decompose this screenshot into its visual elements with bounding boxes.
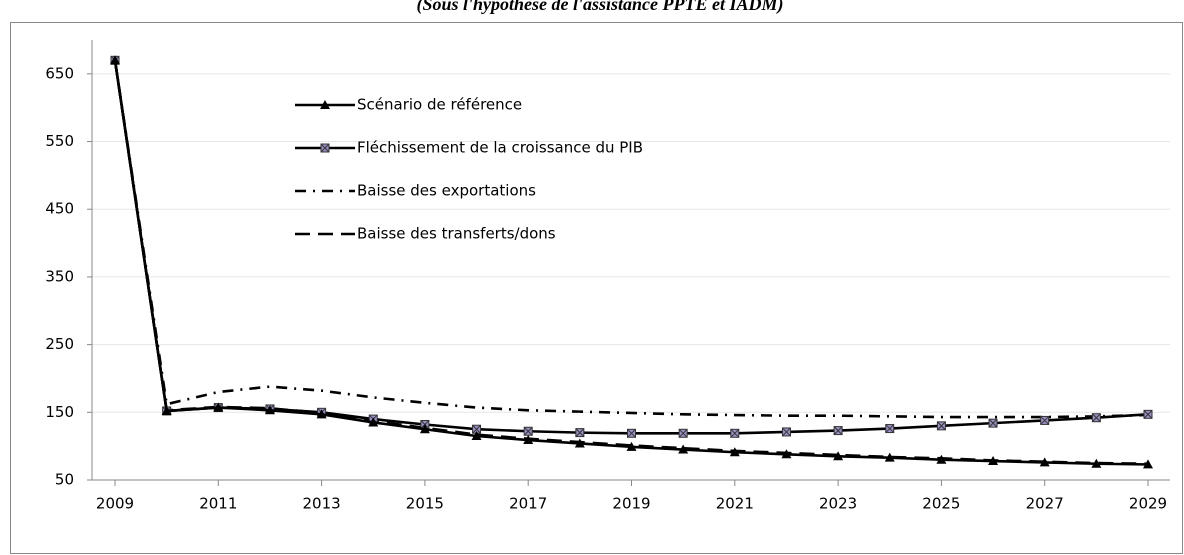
x-tick-label: 2009: [96, 495, 134, 513]
marker-cross: [885, 424, 895, 433]
marker-cross: [730, 428, 740, 438]
data-point: [730, 428, 740, 438]
x-tick-label: 2023: [819, 495, 857, 513]
x-tick-label: 2025: [922, 495, 960, 513]
x-tick-label: 2021: [716, 495, 754, 513]
data-point: [988, 456, 999, 466]
x-tick-label: 2017: [509, 495, 547, 513]
data-point: [884, 452, 895, 462]
marker-cross: [1040, 416, 1050, 425]
marker-cross: [937, 421, 946, 431]
data-point: [471, 431, 482, 440]
y-tick-label: 250: [45, 335, 74, 353]
marker-cross: [523, 426, 533, 436]
marker-cross: [678, 428, 688, 438]
x-tick-label: 2029: [1129, 495, 1167, 513]
data-point: [781, 449, 792, 459]
data-point: [627, 428, 636, 438]
x-tick-label: 2011: [199, 495, 237, 513]
series-line: [113, 60, 1149, 419]
legend-marker: [320, 143, 330, 153]
data-point: [574, 438, 585, 448]
marker-cross: [575, 428, 585, 437]
y-tick-label: 650: [45, 64, 74, 82]
data-point: [936, 454, 947, 464]
data-point: [1039, 457, 1050, 467]
marker-cross: [627, 428, 636, 438]
marker-cross: [782, 427, 791, 437]
x-tick-label: 2015: [406, 495, 444, 513]
x-tick-label: 2027: [1026, 495, 1064, 513]
data-point: [936, 421, 946, 431]
data-point: [729, 447, 740, 457]
y-tick-label: 350: [45, 267, 74, 285]
x-tick-label: 2013: [303, 495, 341, 513]
chart-frame: [10, 22, 1183, 554]
data-point: [213, 402, 224, 412]
data-point: [264, 405, 275, 415]
data-point: [988, 418, 998, 428]
data-point: [833, 451, 844, 461]
y-tick-label: 50: [55, 471, 74, 489]
marker-cross: [833, 426, 843, 435]
data-point: [1143, 409, 1153, 419]
y-tick-label: 550: [45, 132, 74, 150]
chart-title: (Sous l'hypothèse de l'assistance PPTE e…: [416, 0, 783, 15]
x-tick-label: 2019: [612, 495, 650, 513]
y-tick-label: 450: [45, 200, 74, 218]
data-point: [110, 55, 120, 65]
data-point: [678, 428, 688, 438]
data-point: [1091, 458, 1102, 468]
data-point: [885, 424, 895, 434]
legend-marker: [320, 100, 330, 109]
data-point: [1091, 413, 1101, 423]
marker-cross: [988, 418, 998, 428]
marker-cross: [472, 424, 481, 434]
data-point: [575, 428, 585, 438]
data-point: [678, 444, 689, 454]
data-point: [316, 409, 327, 419]
data-point: [523, 435, 534, 445]
data-point: [626, 441, 637, 451]
data-point: [419, 424, 430, 434]
marker-cross: [1091, 413, 1101, 423]
data-point: [523, 426, 533, 436]
legend-label: Scénario de référence: [357, 96, 522, 114]
legend-label: Baisse des transferts/dons: [357, 225, 556, 243]
legend-label: Baisse des exportations: [357, 182, 536, 200]
y-tick-label: 150: [45, 403, 74, 421]
data-point: [1143, 459, 1153, 469]
data-point: [781, 427, 791, 437]
data-point: [1040, 415, 1050, 425]
marker-cross: [1143, 409, 1153, 419]
data-point: [833, 426, 843, 436]
data-point: [368, 417, 379, 427]
legend-label: Fléchissement de la croissance du PIB: [357, 139, 643, 157]
data-point: [161, 405, 172, 415]
marker-cross: [320, 143, 330, 153]
